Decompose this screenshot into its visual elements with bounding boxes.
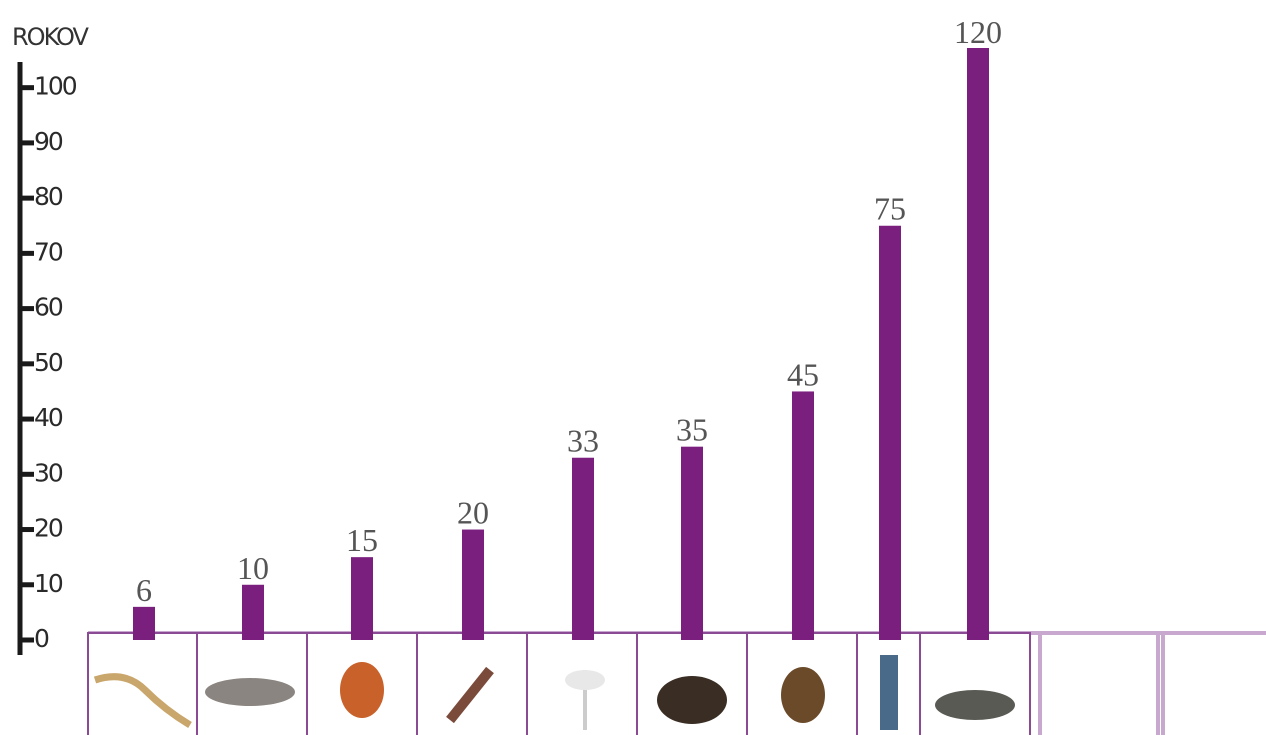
bar xyxy=(681,447,703,640)
y-tick-label: 90 xyxy=(34,127,63,156)
chart: ROKOV 0 10 20 30 40 50 60 70 80 90 100 6 10 15 20 33 35 4… xyxy=(0,0,1266,735)
bar xyxy=(967,0,989,640)
bar xyxy=(133,607,155,640)
y-tick-label: 30 xyxy=(34,458,63,487)
value-label: 33 xyxy=(567,423,599,459)
y-tick-label: 0 xyxy=(34,624,49,653)
bar xyxy=(351,557,373,640)
value-label: 45 xyxy=(787,356,819,392)
value-label: 35 xyxy=(676,412,708,448)
y-tick-label: 70 xyxy=(34,237,63,266)
bar xyxy=(792,391,814,640)
y-tick-label: 50 xyxy=(34,348,63,377)
bar xyxy=(572,458,594,640)
bars xyxy=(133,0,989,640)
y-tick-label: 20 xyxy=(34,514,63,543)
y-tick-label: 80 xyxy=(34,182,63,211)
y-axis-label: ROKOV xyxy=(12,23,89,51)
value-label: 75 xyxy=(874,191,906,227)
bar xyxy=(462,530,484,640)
y-tick-label: 40 xyxy=(34,403,63,432)
y-tick-label: 60 xyxy=(34,293,63,322)
y-tick-label: 10 xyxy=(34,569,63,598)
value-label: 15 xyxy=(346,522,378,558)
value-label: 6 xyxy=(136,572,152,608)
value-label: 10 xyxy=(237,550,269,586)
value-label: 120 xyxy=(954,14,1002,50)
bar xyxy=(242,585,264,640)
bar xyxy=(879,226,901,640)
value-label: 20 xyxy=(457,495,489,531)
y-tick-label: 100 xyxy=(34,72,77,101)
